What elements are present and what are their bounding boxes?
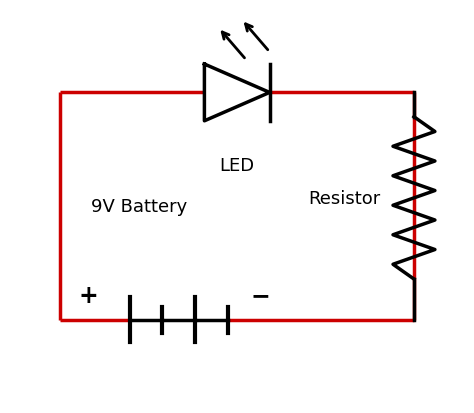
Text: 9V Battery: 9V Battery (91, 197, 187, 216)
Text: −: − (250, 284, 270, 308)
Text: LED: LED (219, 157, 255, 175)
Text: Resistor: Resistor (308, 190, 380, 207)
Text: +: + (78, 284, 98, 308)
